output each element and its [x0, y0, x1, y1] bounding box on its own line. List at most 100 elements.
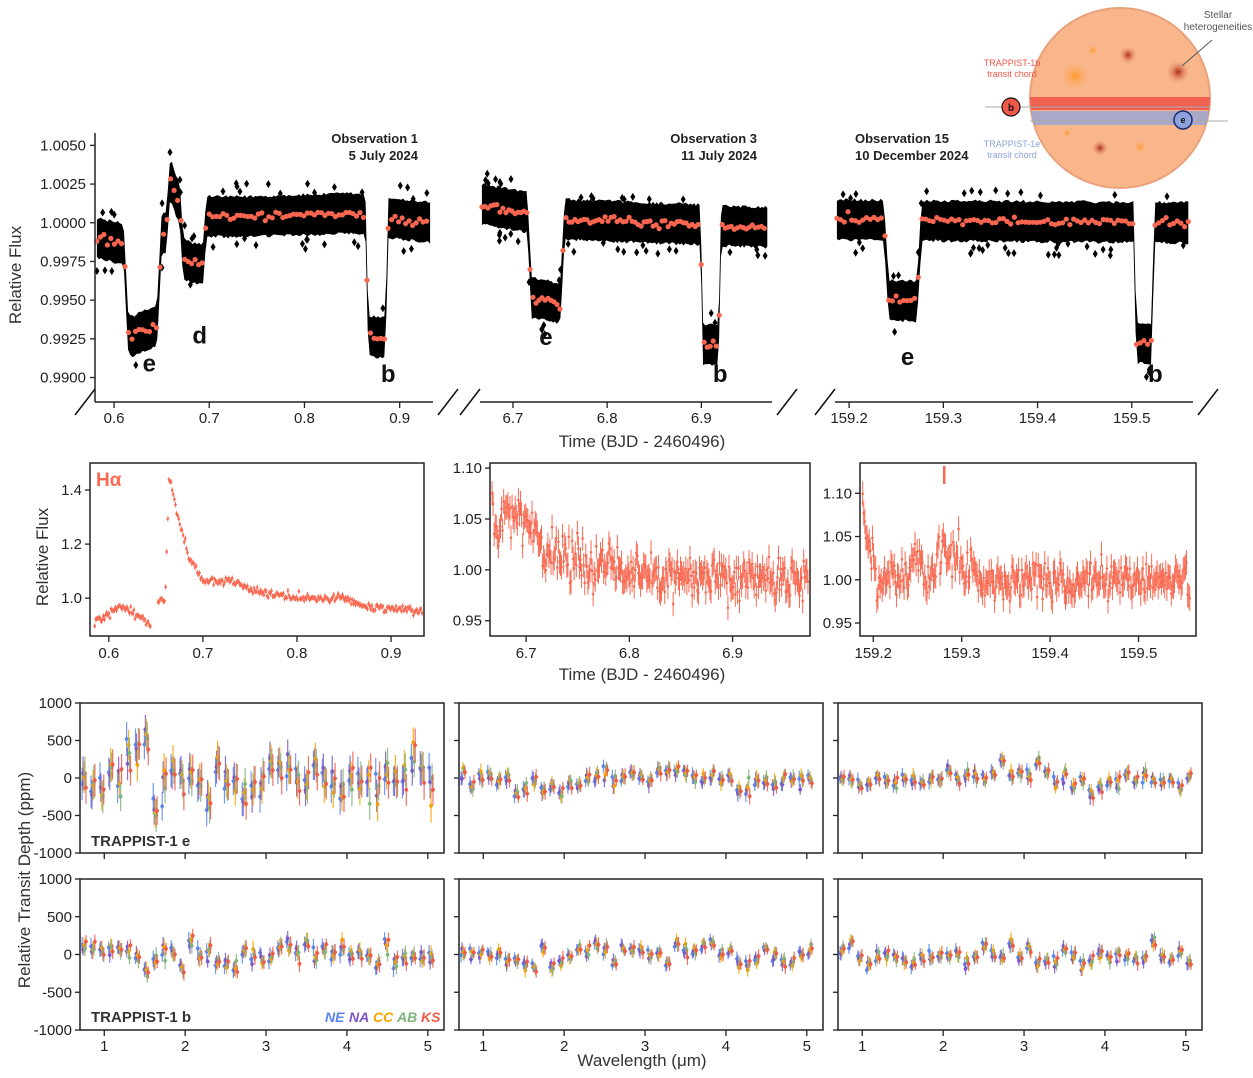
data-point	[297, 788, 302, 795]
binned-point	[203, 225, 209, 231]
data-point	[539, 941, 545, 948]
data-point	[1027, 585, 1030, 589]
binned-point	[602, 214, 608, 220]
data-point	[541, 785, 547, 792]
data-point	[848, 194, 854, 203]
binned-point	[1067, 222, 1073, 228]
data-point	[1048, 581, 1052, 585]
data-point	[919, 951, 925, 958]
data-point	[1015, 770, 1021, 777]
data-point	[1115, 777, 1121, 784]
data-point	[615, 245, 621, 254]
data-point	[930, 954, 936, 961]
y-tick-label: -500	[42, 808, 72, 825]
planet-b-disk	[1001, 97, 1021, 117]
data-point	[368, 764, 373, 771]
data-point	[532, 777, 538, 784]
data-point	[270, 950, 276, 957]
data-point	[322, 598, 326, 601]
data-point	[731, 585, 735, 589]
data-point	[163, 770, 169, 777]
data-point	[968, 575, 971, 579]
data-point	[585, 774, 590, 781]
data-point	[99, 945, 105, 952]
data-point	[532, 965, 538, 972]
data-point	[330, 768, 335, 775]
data-point	[806, 580, 810, 583]
data-point	[728, 944, 734, 951]
data-point	[483, 176, 489, 185]
data-point	[515, 788, 520, 795]
data-point	[286, 589, 290, 592]
binned-point	[1078, 219, 1084, 226]
data-point	[192, 562, 196, 565]
data-point	[373, 770, 378, 777]
data-point	[353, 599, 356, 603]
data-point	[146, 620, 150, 623]
data-point	[285, 751, 290, 758]
data-point	[891, 272, 897, 281]
data-point	[937, 951, 943, 958]
data-point	[954, 568, 957, 571]
binned-point	[912, 295, 918, 301]
binned-point	[915, 274, 921, 280]
data-point	[583, 581, 586, 585]
data-point	[1080, 965, 1085, 972]
binned-point	[262, 218, 268, 224]
data-point	[301, 595, 305, 599]
binned-point	[1004, 218, 1010, 224]
data-point	[1005, 189, 1011, 198]
binned-point	[1082, 217, 1088, 223]
data-point	[403, 950, 408, 957]
data-point	[220, 187, 226, 196]
data-point	[640, 241, 646, 250]
data-point	[612, 560, 616, 563]
data-point	[850, 938, 856, 945]
binned-point	[367, 330, 374, 336]
data-point	[1099, 789, 1105, 796]
data-point	[639, 773, 645, 780]
data-point	[341, 943, 347, 950]
data-point	[666, 958, 671, 965]
data-point	[329, 956, 334, 963]
y-tick-label: 1.00	[453, 562, 482, 579]
data-point	[875, 772, 880, 779]
data-point	[359, 955, 365, 962]
data-point	[167, 148, 173, 157]
data-point	[717, 586, 720, 590]
data-point	[163, 599, 166, 603]
data-point	[173, 497, 176, 501]
data-point	[146, 746, 151, 753]
data-point	[507, 956, 512, 963]
data-point	[182, 221, 188, 230]
binned-point	[424, 218, 430, 224]
data-point	[547, 786, 553, 793]
data-point	[92, 938, 98, 945]
flare-point	[943, 465, 946, 484]
data-point	[164, 585, 167, 589]
data-point	[892, 327, 898, 336]
data-point	[944, 545, 947, 548]
data-point	[381, 605, 385, 608]
data-point	[692, 944, 697, 951]
data-point	[567, 535, 571, 539]
data-point	[1080, 584, 1084, 588]
data-point	[912, 961, 918, 968]
data-point	[931, 563, 934, 567]
data-point	[550, 525, 554, 529]
binned-point	[1008, 221, 1014, 227]
data-point	[244, 179, 250, 188]
data-point	[964, 954, 969, 961]
data-point	[910, 962, 915, 969]
data-point	[332, 775, 338, 782]
data-point	[508, 229, 514, 238]
data-point	[729, 947, 735, 954]
data-point	[321, 765, 326, 772]
y-tick-label: 0	[64, 947, 72, 964]
data-point	[350, 955, 356, 962]
data-point	[359, 188, 365, 197]
data-point	[1008, 936, 1014, 943]
data-point	[984, 940, 989, 947]
data-point	[558, 962, 564, 969]
